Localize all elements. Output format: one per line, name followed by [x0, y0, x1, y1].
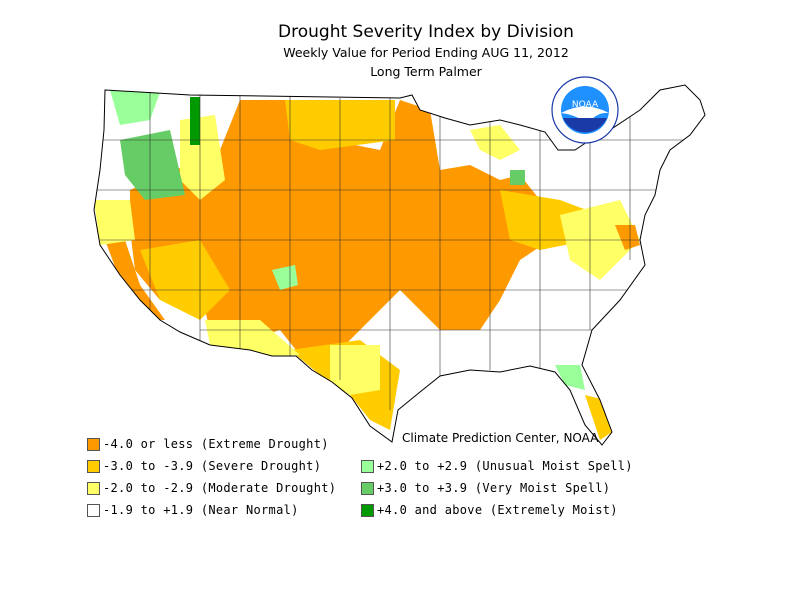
map-subtitle: Weekly Value for Period Ending AUG 11, 2…	[283, 45, 569, 60]
legend-item-extreme-drought: -4.0 or less (Extreme Drought)	[87, 437, 329, 451]
legend-swatch	[361, 481, 374, 495]
legend-item-moderate-drought: -2.0 to -2.9 (Moderate Drought)	[87, 481, 336, 495]
credit-text: Climate Prediction Center, NOAA	[402, 431, 599, 445]
moderate-drought-tx	[330, 345, 380, 395]
legend-swatch	[87, 503, 100, 517]
very-moist-mi	[510, 170, 525, 185]
legend-label: +3.0 to +3.9 (Very Moist Spell)	[377, 481, 611, 495]
extremely-moist-id	[190, 97, 200, 145]
legend-item-extremely-moist: +4.0 and above (Extremely Moist)	[361, 503, 618, 517]
unusual-moist-co	[272, 265, 298, 290]
noaa-logo-text: NOAA	[572, 100, 599, 110]
legend-item-near-normal: -1.9 to +1.9 (Near Normal)	[87, 503, 299, 517]
division-boundaries	[95, 90, 700, 410]
legend-swatch	[361, 459, 374, 473]
legend-swatch	[87, 481, 100, 495]
moderate-drought-wa	[94, 200, 135, 245]
unusual-moist-fl	[555, 365, 585, 390]
map-title: Drought Severity Index by Division	[278, 22, 574, 42]
legend-label: -2.0 to -2.9 (Moderate Drought)	[103, 481, 337, 495]
legend-label: -3.0 to -3.9 (Severe Drought)	[103, 459, 322, 473]
legend-label: +2.0 to +2.9 (Unusual Moist Spell)	[377, 459, 633, 473]
moderate-drought-mi	[470, 125, 520, 160]
legend-swatch	[361, 503, 374, 517]
unusual-moist-wa	[110, 90, 160, 125]
legend-item-very-moist: +3.0 to +3.9 (Very Moist Spell)	[361, 481, 610, 495]
extreme-drought-md	[615, 225, 640, 250]
legend-item-severe-drought: -3.0 to -3.9 (Severe Drought)	[87, 459, 321, 473]
legend-swatch	[87, 437, 100, 451]
extreme-drought-plains	[130, 100, 560, 360]
legend-swatch	[87, 459, 100, 473]
legend-item-unusual-moist: +2.0 to +2.9 (Unusual Moist Spell)	[361, 459, 633, 473]
legend-label: -4.0 or less (Extreme Drought)	[103, 437, 329, 451]
very-moist-nw	[120, 130, 185, 200]
noaa-logo: NOAA	[551, 76, 619, 144]
legend-label: -1.9 to +1.9 (Near Normal)	[103, 503, 299, 517]
legend-label: +4.0 and above (Extremely Moist)	[377, 503, 618, 517]
severe-drought-west	[140, 240, 230, 320]
index-name: Long Term Palmer	[370, 64, 482, 79]
